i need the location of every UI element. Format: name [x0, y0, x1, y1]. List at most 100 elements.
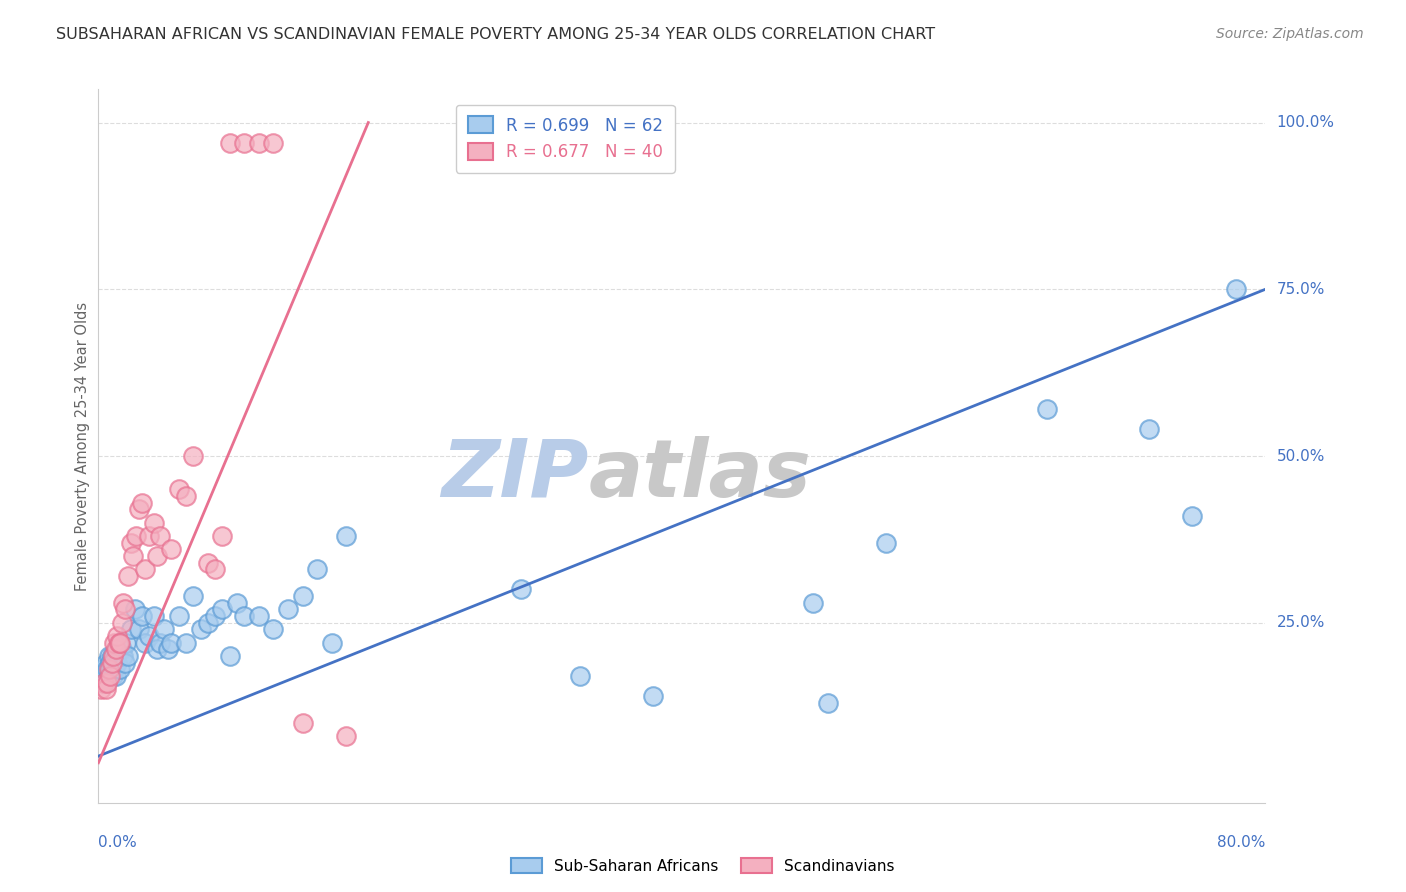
Point: [174, 636, 197, 650]
Text: Source: ZipAtlas.com: Source: ZipAtlas.com: [1216, 27, 1364, 41]
Point: [128, 623, 150, 637]
Point: [104, 642, 127, 657]
Point: [197, 556, 219, 570]
Point: [131, 609, 153, 624]
Point: [142, 516, 165, 530]
Point: [103, 636, 125, 650]
Point: [97, 649, 120, 664]
Point: [291, 589, 314, 603]
Point: [103, 662, 125, 676]
Point: [262, 623, 284, 637]
Point: [104, 649, 127, 664]
Text: SUBSAHARAN AFRICAN VS SCANDINAVIAN FEMALE POVERTY AMONG 25-34 YEAR OLDS CORRELAT: SUBSAHARAN AFRICAN VS SCANDINAVIAN FEMAL…: [56, 27, 935, 42]
Point: [117, 569, 139, 583]
Point: [131, 496, 153, 510]
Point: [120, 623, 142, 637]
Point: [142, 609, 165, 624]
Point: [91, 662, 114, 676]
Point: [335, 529, 357, 543]
Point: [153, 623, 176, 637]
Point: [96, 675, 118, 690]
Point: [111, 642, 134, 657]
Point: [122, 549, 145, 563]
Legend: Sub-Saharan Africans, Scandinavians: Sub-Saharan Africans, Scandinavians: [505, 852, 901, 880]
Point: [167, 609, 190, 624]
Point: [104, 669, 127, 683]
Point: [167, 483, 190, 497]
Point: [157, 642, 180, 657]
Point: [93, 675, 115, 690]
Point: [146, 549, 169, 563]
Point: [875, 535, 897, 549]
Point: [174, 489, 197, 503]
Point: [641, 689, 664, 703]
Y-axis label: Female Poverty Among 25-34 Year Olds: Female Poverty Among 25-34 Year Olds: [75, 301, 90, 591]
Point: [291, 715, 314, 730]
Point: [211, 529, 233, 543]
Point: [124, 602, 146, 616]
Point: [160, 542, 183, 557]
Point: [1181, 509, 1204, 524]
Point: [134, 636, 156, 650]
Point: [197, 615, 219, 630]
Point: [801, 596, 824, 610]
Point: [277, 602, 299, 616]
Point: [149, 636, 172, 650]
Text: ZIP: ZIP: [441, 435, 589, 514]
Point: [321, 636, 343, 650]
Point: [94, 656, 117, 670]
Point: [90, 669, 112, 683]
Point: [98, 656, 121, 670]
Point: [100, 649, 122, 664]
Point: [204, 609, 226, 624]
Point: [138, 529, 160, 543]
Point: [1225, 282, 1247, 296]
Point: [101, 669, 124, 683]
Point: [204, 562, 226, 576]
Text: 100.0%: 100.0%: [1277, 115, 1334, 130]
Point: [181, 449, 204, 463]
Text: atlas: atlas: [589, 435, 811, 514]
Point: [108, 636, 131, 650]
Point: [510, 582, 533, 597]
Point: [146, 642, 169, 657]
Point: [101, 649, 124, 664]
Point: [149, 529, 172, 543]
Point: [568, 669, 591, 683]
Point: [817, 696, 839, 710]
Point: [110, 662, 132, 676]
Point: [114, 656, 136, 670]
Point: [211, 602, 233, 616]
Point: [335, 729, 357, 743]
Point: [226, 596, 249, 610]
Point: [108, 636, 131, 650]
Point: [134, 562, 156, 576]
Point: [233, 136, 256, 150]
Point: [98, 669, 121, 683]
Point: [160, 636, 183, 650]
Point: [105, 656, 128, 670]
Point: [100, 656, 122, 670]
Point: [112, 649, 135, 664]
Point: [125, 529, 148, 543]
Point: [98, 662, 121, 676]
Point: [120, 535, 142, 549]
Point: [181, 589, 204, 603]
Point: [114, 602, 136, 616]
Point: [262, 136, 284, 150]
Point: [97, 669, 120, 683]
Point: [97, 662, 120, 676]
Text: 75.0%: 75.0%: [1277, 282, 1324, 297]
Text: 50.0%: 50.0%: [1277, 449, 1324, 464]
Text: 0.0%: 0.0%: [98, 835, 138, 850]
Point: [218, 649, 240, 664]
Point: [233, 609, 256, 624]
Point: [117, 649, 139, 664]
Point: [93, 675, 115, 690]
Point: [190, 623, 212, 637]
Point: [115, 636, 138, 650]
Legend: R = 0.699   N = 62, R = 0.677   N = 40: R = 0.699 N = 62, R = 0.677 N = 40: [456, 104, 675, 173]
Text: 80.0%: 80.0%: [1218, 835, 1265, 850]
Point: [1035, 402, 1057, 417]
Point: [247, 136, 270, 150]
